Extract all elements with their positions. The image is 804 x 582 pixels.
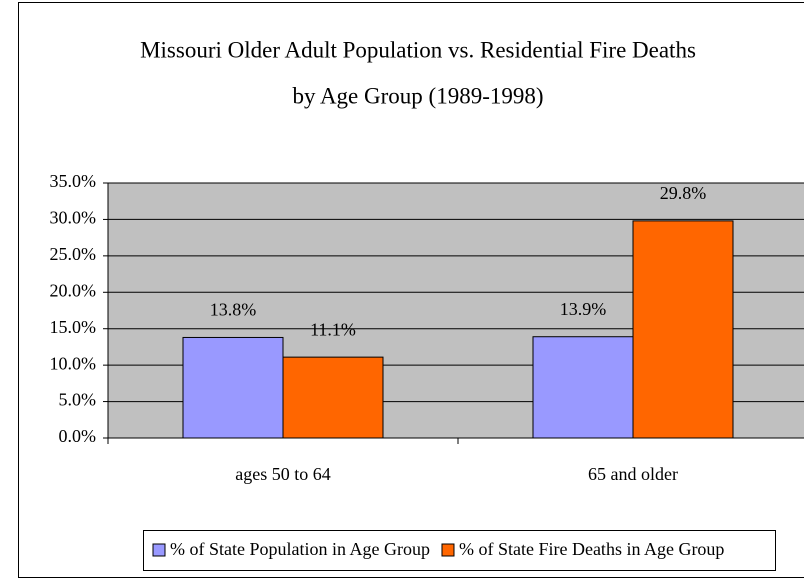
x-tick-label: 65 and older bbox=[588, 464, 678, 484]
legend-box bbox=[143, 530, 776, 571]
value-label: 29.8% bbox=[660, 183, 707, 203]
value-label: 13.9% bbox=[560, 299, 607, 319]
chart-title: Missouri Older Adult Population vs. Resi… bbox=[140, 37, 696, 62]
y-tick-label: 0.0% bbox=[59, 426, 97, 446]
bar bbox=[182, 336, 284, 439]
value-label: 13.8% bbox=[210, 300, 257, 320]
chart-title: by Age Group (1989-1998) bbox=[292, 83, 543, 108]
y-tick-label: 20.0% bbox=[50, 280, 97, 300]
y-tick-label: 30.0% bbox=[50, 208, 97, 228]
legend-label: % of State Fire Deaths in Age Group bbox=[459, 539, 724, 559]
legend-swatch bbox=[152, 543, 166, 557]
y-tick-label: 5.0% bbox=[59, 390, 97, 410]
bar bbox=[282, 356, 384, 439]
y-tick-label: 25.0% bbox=[50, 244, 97, 264]
y-tick-label: 15.0% bbox=[50, 317, 97, 337]
legend-swatch bbox=[441, 543, 455, 557]
bar bbox=[632, 220, 734, 439]
legend-label: % of State Population in Age Group bbox=[170, 539, 430, 559]
y-tick-label: 10.0% bbox=[50, 353, 97, 373]
x-tick-label: ages 50 to 64 bbox=[235, 464, 330, 484]
value-label: 11.1% bbox=[310, 319, 356, 339]
y-tick-label: 35.0% bbox=[50, 171, 97, 191]
bar bbox=[532, 336, 634, 439]
